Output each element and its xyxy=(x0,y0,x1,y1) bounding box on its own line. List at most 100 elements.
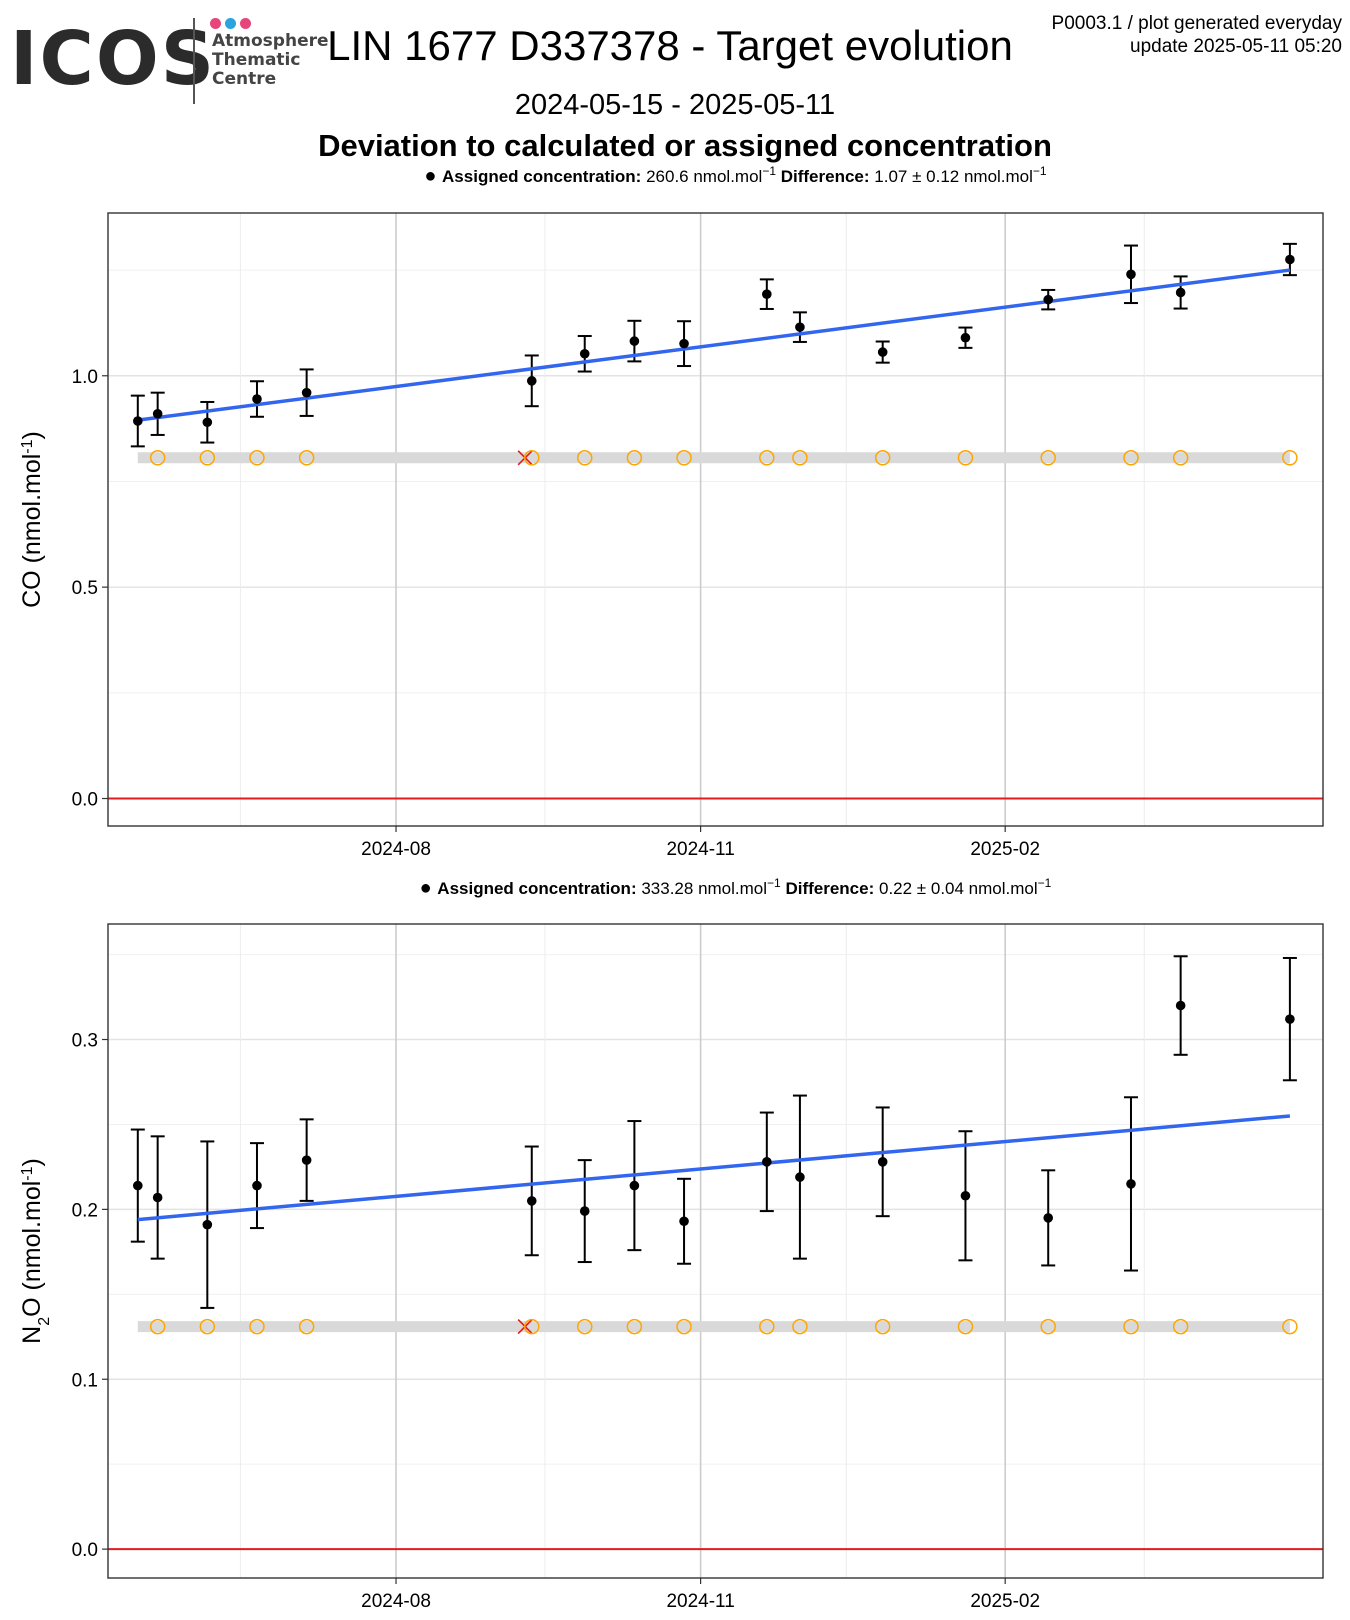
icos-logo: ICOS Atmosphere Thematic Centre xyxy=(10,14,330,104)
flag-circle-marker xyxy=(249,450,265,466)
flag-circle-marker xyxy=(576,1318,593,1335)
data-point xyxy=(1126,269,1136,280)
flag-circle-marker xyxy=(676,450,692,466)
plot-area xyxy=(108,924,1323,1578)
data-point xyxy=(877,1157,888,1167)
y-tick-label: 0.0 xyxy=(72,1540,98,1561)
plot-meta: P0003.1 / plot generated everyday update… xyxy=(1052,12,1342,58)
data-point xyxy=(629,336,640,346)
date-range: 2024-05-15 - 2025-05-11 xyxy=(514,89,836,121)
assigned-label: Assigned concentration: xyxy=(437,879,636,898)
data-point xyxy=(579,1206,590,1216)
data-point xyxy=(679,1216,689,1227)
plot-area xyxy=(108,213,1323,826)
y-axis-title-part: O (nmol.mol xyxy=(18,1181,46,1317)
logo-dot xyxy=(240,18,251,29)
y-axis-title: CO (nmol.mol-1) xyxy=(18,431,46,608)
flag-circle-marker xyxy=(792,1318,808,1335)
difference-label: Difference: xyxy=(781,167,870,186)
legend-point-marker: ● xyxy=(420,877,438,899)
y-axis-title-part: ) xyxy=(18,431,46,439)
data-point xyxy=(795,322,805,332)
x-tick-label: 2025-02 xyxy=(970,1591,1040,1612)
data-point xyxy=(960,332,971,343)
data-point xyxy=(1175,1000,1186,1011)
chart-subtitle: ● Assigned concentration: 260.6 nmol.mol… xyxy=(424,164,1047,187)
flag-circle-marker xyxy=(759,450,775,466)
flag-circle-marker xyxy=(1282,450,1298,466)
flag-circle-marker xyxy=(1040,1318,1056,1335)
logo-line: Thematic xyxy=(212,50,301,70)
data-point xyxy=(1175,287,1186,298)
x-tick-label: 2024-11 xyxy=(666,1591,734,1612)
x-tick-label: 2024-11 xyxy=(666,839,734,860)
assigned-value: 260.6 nmol.mol xyxy=(646,167,762,186)
y-tick-label: 0.2 xyxy=(72,1200,98,1221)
data-point xyxy=(877,347,888,357)
data-point xyxy=(252,394,262,404)
chart-panel-2: ● Assigned concentration: 333.28 nmol.mo… xyxy=(18,876,1324,1612)
logo-wordmark: ICOS xyxy=(10,16,217,102)
y-axis-title-part: -1 xyxy=(19,1166,36,1180)
plot-border xyxy=(107,212,1324,827)
flag-circle-marker xyxy=(1282,1318,1298,1335)
y-tick-label: 0.5 xyxy=(72,578,98,599)
data-point xyxy=(762,1157,772,1167)
flag-circle-marker xyxy=(792,450,808,466)
y-axis-title-part: 2 xyxy=(36,1317,53,1326)
logo-line: Atmosphere xyxy=(212,31,329,51)
flag-circle-marker xyxy=(676,1318,692,1335)
data-point xyxy=(202,417,213,428)
flag-circle-marker xyxy=(576,450,593,466)
page-title: LIN 1677 D337378 - Target evolution xyxy=(327,22,1013,69)
data-point xyxy=(132,1180,143,1191)
difference-value: 1.07 ± 0.12 nmol.mol xyxy=(874,167,1033,186)
plot-id-text: P0003.1 / plot generated everyday xyxy=(1051,13,1342,34)
trend-line xyxy=(137,268,1291,422)
y-tick-label: 0.1 xyxy=(72,1370,98,1391)
y-axis-title: N2O (nmol.mol-1) xyxy=(18,1158,53,1344)
data-point xyxy=(252,1180,262,1191)
section-title: Deviation to calculated or assigned conc… xyxy=(318,128,1052,163)
x-tick-label: 2024-08 xyxy=(361,1591,431,1612)
data-point xyxy=(301,387,312,398)
flag-circle-marker xyxy=(626,450,643,466)
difference-value: 0.22 ± 0.04 nmol.mol xyxy=(879,879,1038,898)
legend-point-marker: ● xyxy=(424,165,442,187)
flag-circle-marker xyxy=(249,1318,265,1335)
data-point xyxy=(960,1190,971,1201)
data-point xyxy=(762,289,772,299)
data-point xyxy=(679,338,689,349)
difference-unit-exponent: −1 xyxy=(1033,164,1047,178)
difference-label: Difference: xyxy=(785,879,874,898)
flag-circle-marker xyxy=(1172,1318,1189,1335)
data-point xyxy=(526,1196,537,1206)
logo-line: Centre xyxy=(212,69,277,89)
data-point xyxy=(1126,1179,1136,1189)
trend-line xyxy=(137,1114,1291,1222)
assigned-unit-exponent: −1 xyxy=(762,164,776,178)
y-tick-label: 1.0 xyxy=(72,367,98,388)
data-point xyxy=(1285,1014,1295,1024)
data-point xyxy=(579,348,590,359)
data-point xyxy=(1043,294,1054,305)
flag-circle-marker xyxy=(874,1318,891,1335)
flag-circle-marker xyxy=(957,450,974,466)
y-axis-title-part: CO (nmol.mol xyxy=(18,454,46,608)
assigned-value: 333.28 nmol.mol xyxy=(641,879,767,898)
assigned-label: Assigned concentration: xyxy=(442,167,641,186)
flag-circle-marker xyxy=(1123,450,1139,466)
data-point xyxy=(629,1180,640,1191)
chart-subtitle: ● Assigned concentration: 333.28 nmol.mo… xyxy=(420,876,1052,899)
flag-circle-marker xyxy=(199,1318,216,1335)
flag-circle-marker xyxy=(524,450,540,466)
logo-dots xyxy=(210,16,255,34)
data-point xyxy=(795,1172,805,1182)
y-axis-title-part: -1 xyxy=(19,439,36,453)
logo-dot xyxy=(225,18,236,29)
y-tick-label: 0.3 xyxy=(72,1031,98,1052)
difference-unit-exponent: −1 xyxy=(1038,876,1052,890)
flag-circle-marker xyxy=(298,450,315,466)
data-point xyxy=(152,1192,163,1203)
